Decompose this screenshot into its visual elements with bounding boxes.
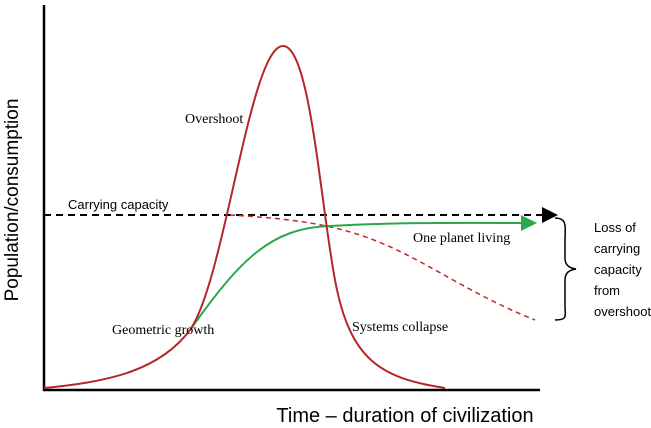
note-line: overshoot [594,304,651,319]
label: One planet living [413,231,510,246]
label: Overshoot [185,112,243,127]
label: Geometric growth [112,323,214,338]
label: Carrying capacity [68,197,169,212]
green-curve [189,214,537,331]
note-line: from [594,283,620,298]
y-label: Population/consumption [2,99,23,302]
declining-capacity [229,214,536,321]
note-line: capacity [594,262,642,277]
brace [554,217,577,321]
note-line: Loss of [594,220,636,235]
label: Systems collapse [352,320,448,335]
red-curve [43,44,446,389]
note-line: carrying [594,241,640,256]
x-label: Time – duration of civilization [276,405,533,427]
brace-note: Loss of carrying capacity from overshoot [594,220,651,319]
